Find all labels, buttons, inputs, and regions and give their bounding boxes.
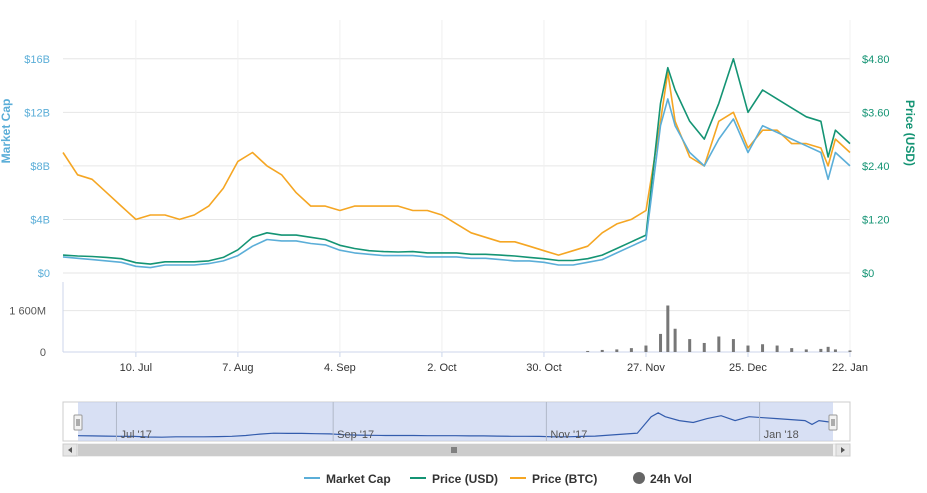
right-axis-tick-label: $2.40 [862, 161, 890, 173]
volume-bar [819, 348, 823, 352]
volume-bar [666, 305, 670, 352]
legend-label: 24h Vol [650, 472, 692, 486]
legend-label: Price (BTC) [532, 472, 597, 486]
x-axis-tick-label: 7. Aug [222, 362, 253, 374]
volume-bar [717, 336, 721, 352]
x-axis-tick-label: 10. Jul [120, 362, 152, 374]
right-axis-tick-label: $4.80 [862, 54, 890, 66]
x-axis-tick-label: 27. Nov [627, 362, 665, 374]
left-axis-tick-label: $16B [24, 54, 50, 66]
x-axis-tick-label: 4. Sep [324, 362, 356, 374]
volume-axis-tick-label: 1 600M [9, 306, 46, 318]
legend-label: Price (USD) [432, 472, 498, 486]
triangle-left-icon [68, 447, 72, 453]
left-axis-tick-label: $8B [30, 161, 50, 173]
left-axis-tick-label: $12B [24, 107, 50, 119]
volume-bar [804, 349, 808, 352]
navigator-tick-label: Sep '17 [337, 429, 374, 441]
left-axis-tick-label: $0 [38, 268, 50, 280]
series-lines [62, 58, 851, 269]
navigator-tick-label: Jul '17 [120, 429, 151, 441]
volume-bar [848, 350, 852, 352]
volume-bar [688, 339, 692, 352]
legend-item[interactable]: Price (BTC) [510, 472, 597, 486]
legend-item[interactable]: Price (USD) [410, 472, 498, 486]
left-axis-tick-label: $4B [30, 214, 50, 226]
navigator-left-handle[interactable] [73, 414, 83, 431]
volume-bar [833, 349, 837, 352]
series-line-price-usd [62, 58, 851, 265]
volume-bar [644, 345, 648, 352]
volume-bar [826, 346, 830, 352]
volume-bar [615, 349, 619, 352]
volume-bars [586, 305, 852, 352]
navigator-tick-label: Jan '18 [764, 429, 799, 441]
legend-label: Market Cap [326, 472, 391, 486]
navigator-selection [78, 402, 833, 441]
right-axis-tick-label: $1.20 [862, 214, 890, 226]
legend-symbol-circle [633, 472, 645, 484]
axes: Market Cap Price (USD) $0 $4B $8B $12B $16B $… [0, 54, 917, 374]
volume-bar [659, 333, 663, 352]
navigator-series-line [77, 412, 834, 438]
volume-bar [790, 348, 794, 352]
x-axis-tick-label: 22. Jan [832, 362, 868, 374]
grid [62, 20, 851, 357]
right-axis-tick-label: $3.60 [862, 107, 890, 119]
volume-bar [673, 328, 677, 352]
volume-bar [586, 350, 590, 352]
volume-bar [775, 345, 779, 352]
x-axis-tick-label: 25. Dec [729, 362, 767, 374]
volume-bar [702, 342, 706, 352]
legend-item[interactable]: 24h Vol [633, 472, 692, 486]
navigator-tick-label: Nov '17 [550, 429, 587, 441]
legend-item[interactable]: Market Cap [304, 472, 391, 486]
navigator-right-handle[interactable] [828, 414, 838, 431]
volume-bar [746, 345, 750, 352]
right-axis-title: Price (USD) [903, 100, 917, 166]
series-line-market-cap [62, 98, 851, 269]
triangle-right-icon [841, 447, 845, 453]
volume-axis-tick-label: 0 [40, 347, 46, 359]
x-axis-tick-label: 2. Oct [427, 362, 456, 374]
x-axis-tick-label: 30. Oct [526, 362, 561, 374]
navigator[interactable]: Jul '17 Sep '17 Nov '17 Jan '18 [62, 401, 851, 457]
left-axis-title: Market Cap [0, 99, 13, 164]
series-line-price-btc [62, 71, 851, 256]
volume-bar [761, 344, 765, 352]
volume-bar [629, 348, 633, 352]
volume-bar [600, 349, 604, 352]
legend: Market Cap Price (USD) Price (BTC) 24h Vol [304, 472, 692, 486]
volume-bar [731, 339, 735, 352]
right-axis-tick-label: $0 [862, 268, 874, 280]
